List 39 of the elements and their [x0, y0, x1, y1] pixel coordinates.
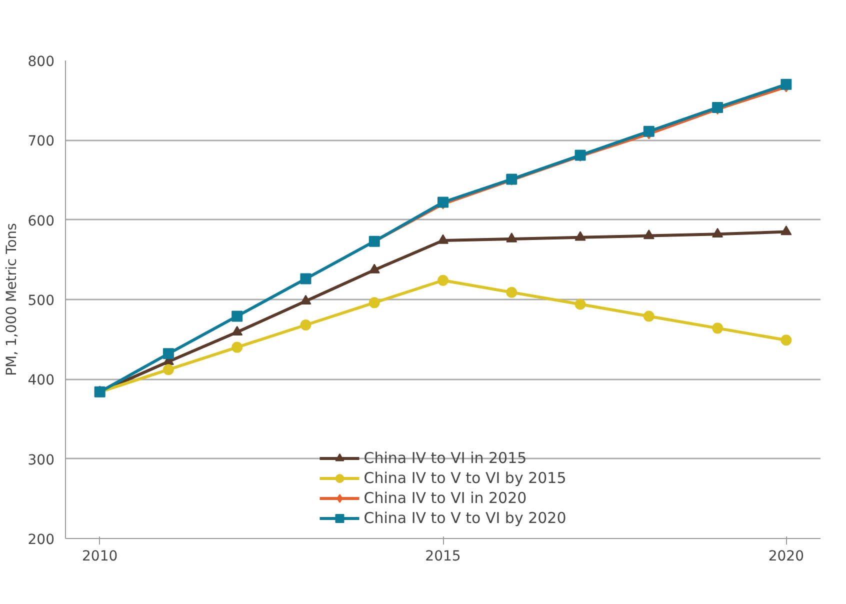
point: [368, 264, 380, 274]
point: [438, 234, 448, 244]
y-tick-label: 200: [28, 532, 55, 548]
point: [300, 273, 312, 284]
point: [438, 274, 448, 286]
y-tick-label: 800: [28, 54, 55, 70]
legend-label: China IV to V to VI by 2020: [364, 509, 566, 527]
point: [643, 310, 654, 322]
y-axis-title: PM, 1,000 Metric Tons: [4, 223, 20, 376]
point: [643, 126, 654, 137]
point: [643, 229, 654, 240]
point: [780, 226, 792, 236]
y-tick-label: 500: [28, 293, 55, 309]
legend-label: China IV to VI in 2015: [364, 449, 527, 467]
y-tick-label: 700: [28, 134, 55, 150]
point: [574, 298, 586, 310]
point: [162, 348, 174, 360]
legend-label: China IV to VI in 2020: [364, 489, 527, 507]
point: [232, 326, 243, 336]
point: [232, 310, 243, 322]
y-tick-label: 300: [28, 452, 55, 468]
point: [780, 334, 792, 346]
y-tick-label: 400: [28, 372, 55, 389]
point: [506, 286, 518, 298]
point: [712, 228, 724, 238]
point: [368, 297, 380, 308]
point: [162, 364, 174, 376]
legend-label: China IV to V to VI by 2015: [364, 469, 566, 487]
point: [780, 78, 792, 90]
point: [712, 322, 724, 334]
x-tick-label: 2010: [82, 548, 118, 564]
x-tick-label: 2015: [425, 548, 461, 564]
point: [232, 342, 243, 353]
point: [574, 231, 586, 241]
point: [300, 320, 312, 330]
point: [506, 232, 518, 242]
y-tick-label: 600: [28, 213, 55, 230]
point: [300, 294, 312, 304]
x-tick-label: 2020: [768, 548, 804, 564]
